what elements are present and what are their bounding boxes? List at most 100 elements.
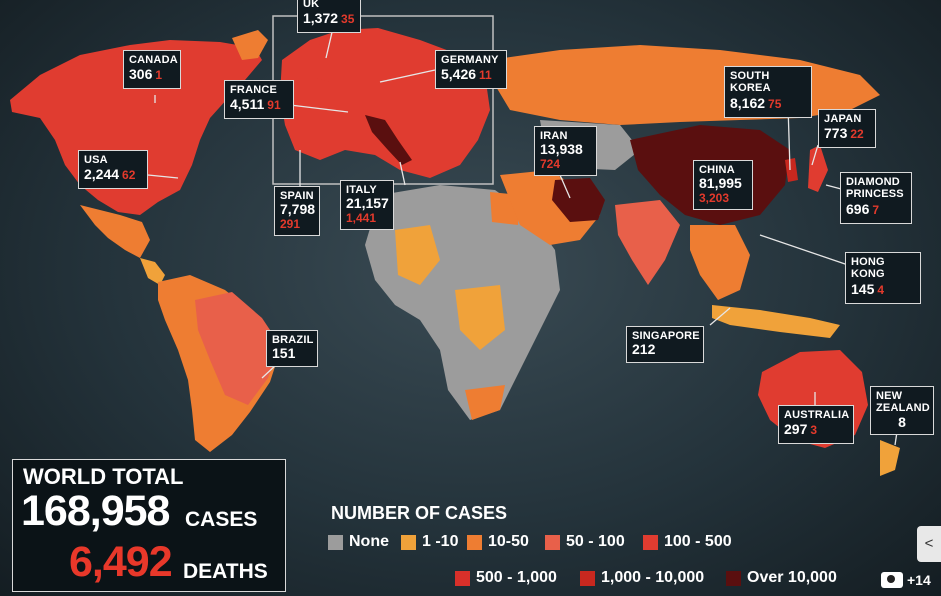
callout-spain: SPAIN 7,798 291 (274, 186, 320, 237)
callout-name: FRANCE (230, 84, 278, 96)
legend-swatch (580, 570, 595, 586)
world-total-label: WORLD TOTAL (23, 464, 184, 489)
uk-shape (314, 40, 338, 82)
callout-hong-kong: HONG KONG 145 4 (845, 252, 921, 304)
africa-orange-2 (455, 285, 505, 350)
legend-swatch (643, 534, 658, 550)
callout-deaths: 91 (267, 98, 281, 113)
callout-diamond-princess: DIAMOND PRINCESS 696 7 (840, 172, 912, 224)
legend-label: 1,000 - 10,000 (601, 569, 705, 586)
camera-icon (881, 572, 903, 588)
callout-iran: IRAN 13,938 724 (534, 126, 597, 177)
photo-count: +14 (907, 572, 931, 588)
italy-shape (365, 115, 412, 165)
share-icon[interactable]: < (917, 526, 941, 562)
legend-item: 100 - 500 (643, 533, 732, 551)
central-america (140, 258, 165, 285)
callout-uk: UK 1,372 35 (297, 0, 361, 34)
callout-japan: JAPAN 773 22 (818, 109, 876, 149)
korea-shape (785, 158, 798, 182)
south-africa (465, 385, 505, 420)
callout-cases: 145 (851, 280, 875, 297)
legend-item: 1 -10 (401, 533, 458, 551)
legend-item: 10-50 (467, 533, 529, 551)
world-total-cases: 168,958 (21, 487, 170, 535)
callout-deaths: 291 (280, 216, 301, 231)
callout-cases: 4,511 (230, 96, 265, 113)
callout-cases: 5,426 (441, 66, 477, 83)
callout-china: CHINA 81,995 3,203 (693, 160, 753, 211)
callout-deaths: 22 (850, 127, 864, 142)
callout-deaths: 724 (540, 156, 561, 171)
legend-item: None (328, 533, 389, 551)
world-total-cases-label: CASES (185, 508, 258, 531)
legend-swatch (545, 534, 560, 550)
world-total-deaths: 6,492 (69, 538, 173, 586)
world-total-deaths-label: DEATHS (183, 560, 268, 583)
legend-swatch (328, 534, 343, 550)
callout-cases: 306 (129, 66, 153, 83)
callout-name: IRAN (540, 130, 568, 142)
callout-deaths: 3,203 (699, 190, 730, 205)
legend-swatch (467, 534, 482, 550)
legend-item: Over 10,000 (726, 569, 837, 587)
callout-cases: 8,162 (730, 94, 766, 111)
photo-gallery-button[interactable]: +14 (881, 572, 931, 588)
callout-deaths: 4 (877, 282, 885, 297)
callout-cases: 7,798 (280, 201, 316, 218)
legend-swatch (455, 570, 470, 586)
brazil-shape (195, 292, 280, 405)
callout-canada: CANADA 306 1 (123, 50, 181, 90)
callout-usa: USA 2,244 62 (78, 150, 148, 190)
callout-name: SPAIN (280, 190, 314, 202)
callout-cases: 81,995 (699, 175, 742, 192)
callout-deaths: 35 (341, 12, 355, 27)
callout-cases: 151 (272, 345, 296, 362)
legend-swatch (726, 570, 741, 586)
new-zealand-shape (880, 440, 900, 476)
callout-deaths: 7 (872, 202, 880, 217)
legend-label: 10-50 (488, 533, 529, 550)
callout-deaths: 1 (155, 68, 163, 83)
callout-deaths: 3 (810, 423, 818, 438)
callout-cases: 2,244 (84, 166, 120, 183)
legend-label: 50 - 100 (566, 533, 625, 550)
southeast-asia (690, 225, 750, 300)
callout-name: USA (84, 154, 108, 166)
legend-item: 1,000 - 10,000 (580, 569, 704, 587)
callout-cases: 696 (846, 200, 870, 217)
callout-cases: 212 (632, 341, 656, 358)
callout-name: UK (303, 0, 320, 10)
callout-deaths: 1,441 (346, 210, 377, 225)
callout-deaths: 75 (768, 96, 782, 111)
legend-label: 100 - 500 (664, 533, 732, 550)
callout-cases: 773 (824, 125, 848, 142)
legend-label: None (349, 533, 389, 550)
legend-item: 500 - 1,000 (455, 569, 557, 587)
legend-label: 500 - 1,000 (476, 569, 557, 586)
callout-singapore: SINGAPORE 212 (626, 326, 704, 363)
iran-shape (552, 178, 605, 222)
callout-name: AUSTRALIA (784, 409, 850, 421)
legend-swatch (401, 534, 416, 550)
legend-item: 50 - 100 (545, 533, 625, 551)
callout-italy: ITALY 21,157 1,441 (340, 180, 394, 231)
callout-australia: AUSTRALIA 297 3 (778, 405, 854, 445)
callout-new-zealand: NEW ZEALAND 8 (870, 386, 934, 436)
callout-cases: 8 (898, 413, 906, 430)
legend-label: 1 -10 (422, 533, 459, 550)
callout-name: GERMANY (441, 54, 499, 66)
africa-orange-1 (395, 225, 440, 285)
callout-france: FRANCE 4,511 91 (224, 80, 294, 120)
legend-label: Over 10,000 (747, 569, 837, 586)
callout-cases: 1,372 (303, 10, 339, 27)
callout-brazil: BRAZIL 151 (266, 330, 318, 367)
indonesia (712, 305, 840, 338)
callout-name: SOUTH KOREA (730, 70, 771, 95)
india (615, 200, 680, 285)
callout-cases: 297 (784, 421, 808, 438)
callout-deaths: 11 (479, 68, 492, 83)
callout-deaths: 62 (122, 168, 136, 183)
callout-cases: 21,157 (346, 195, 389, 212)
callout-name: NEW ZEALAND (876, 390, 930, 415)
